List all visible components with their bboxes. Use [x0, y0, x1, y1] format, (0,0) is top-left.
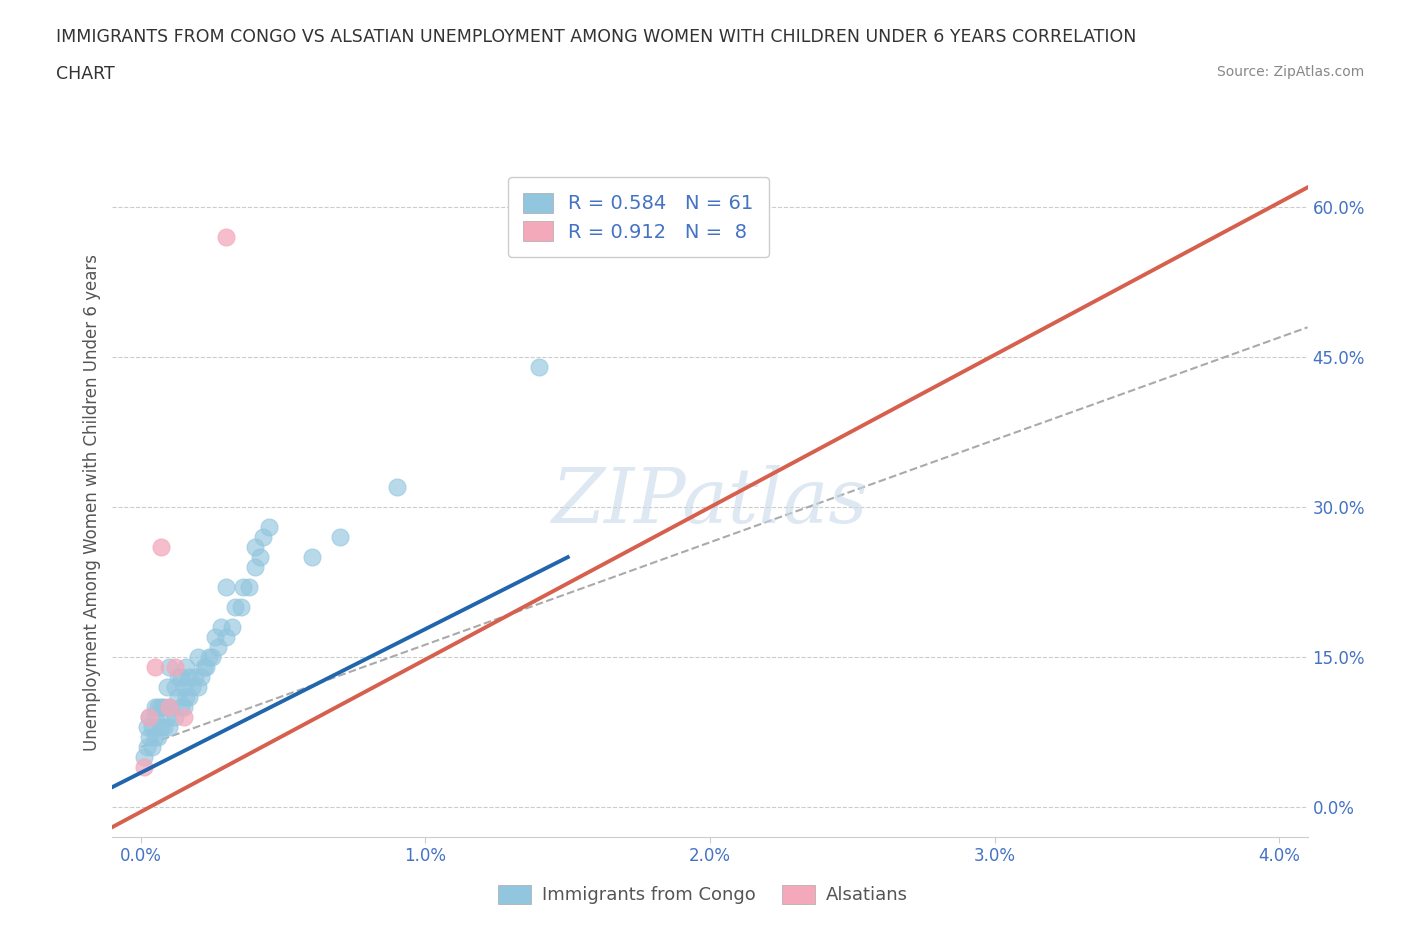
- Point: [146, 699, 169, 714]
- Point: [149, 699, 172, 714]
- Point: [207, 640, 229, 655]
- Point: [170, 670, 193, 684]
- Point: [135, 720, 157, 735]
- Point: [179, 690, 201, 705]
- Point: [198, 650, 221, 665]
- Point: [155, 710, 177, 724]
- Point: [167, 690, 190, 705]
- Point: [143, 730, 166, 745]
- Point: [152, 720, 174, 735]
- Point: [215, 230, 238, 245]
- Point: [155, 680, 177, 695]
- Legend: R = 0.584   N = 61, R = 0.912   N =  8: R = 0.584 N = 61, R = 0.912 N = 8: [508, 177, 769, 257]
- Point: [249, 550, 271, 565]
- Point: [165, 659, 187, 674]
- Text: IMMIGRANTS FROM CONGO VS ALSATIAN UNEMPLOYMENT AMONG WOMEN WITH CHILDREN UNDER 6: IMMIGRANTS FROM CONGO VS ALSATIAN UNEMPL…: [56, 28, 1136, 46]
- Point: [173, 710, 195, 724]
- Point: [157, 720, 180, 735]
- Point: [190, 670, 212, 684]
- Point: [132, 760, 155, 775]
- Point: [173, 699, 195, 714]
- Point: [195, 659, 218, 674]
- Legend: Immigrants from Congo, Alsatians: Immigrants from Congo, Alsatians: [491, 878, 915, 911]
- Point: [167, 670, 190, 684]
- Point: [135, 739, 157, 754]
- Text: Source: ZipAtlas.com: Source: ZipAtlas.com: [1216, 65, 1364, 79]
- Point: [143, 699, 166, 714]
- Point: [184, 670, 207, 684]
- Point: [138, 710, 160, 724]
- Point: [132, 750, 155, 764]
- Point: [165, 710, 187, 724]
- Point: [170, 699, 193, 714]
- Point: [232, 579, 254, 594]
- Point: [257, 520, 280, 535]
- Point: [149, 720, 172, 735]
- Point: [149, 539, 172, 554]
- Point: [165, 680, 187, 695]
- Point: [204, 630, 226, 644]
- Point: [229, 600, 252, 615]
- Point: [146, 730, 169, 745]
- Point: [176, 659, 198, 674]
- Point: [176, 690, 198, 705]
- Point: [215, 579, 238, 594]
- Point: [238, 579, 260, 594]
- Point: [181, 680, 204, 695]
- Point: [385, 480, 408, 495]
- Point: [141, 720, 163, 735]
- Point: [187, 680, 209, 695]
- Point: [209, 619, 232, 634]
- Point: [157, 699, 180, 714]
- Point: [201, 650, 224, 665]
- Point: [301, 550, 323, 565]
- Point: [329, 530, 352, 545]
- Point: [143, 710, 166, 724]
- Y-axis label: Unemployment Among Women with Children Under 6 years: Unemployment Among Women with Children U…: [83, 254, 101, 751]
- Point: [157, 659, 180, 674]
- Point: [224, 600, 246, 615]
- Point: [243, 560, 266, 575]
- Point: [243, 539, 266, 554]
- Point: [157, 699, 180, 714]
- Point: [529, 360, 551, 375]
- Point: [221, 619, 243, 634]
- Point: [141, 739, 163, 754]
- Point: [143, 659, 166, 674]
- Point: [187, 650, 209, 665]
- Text: ZIPatlas: ZIPatlas: [551, 465, 869, 539]
- Text: CHART: CHART: [56, 65, 115, 83]
- Point: [152, 699, 174, 714]
- Point: [193, 659, 215, 674]
- Point: [138, 710, 160, 724]
- Point: [138, 730, 160, 745]
- Point: [252, 530, 274, 545]
- Point: [173, 680, 195, 695]
- Point: [215, 630, 238, 644]
- Point: [179, 670, 201, 684]
